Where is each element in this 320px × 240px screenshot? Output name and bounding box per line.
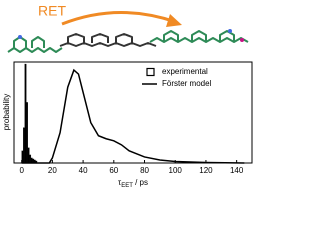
x-label-unit: / ps bbox=[133, 178, 148, 187]
legend-swatch bbox=[146, 67, 155, 77]
histogram-bar bbox=[23, 127, 25, 164]
x-label-symbol: τ bbox=[118, 178, 122, 187]
x-tick-label: 100 bbox=[169, 166, 183, 175]
y-axis-label: probability bbox=[2, 94, 11, 130]
model-curve bbox=[21, 68, 245, 164]
histogram-bar bbox=[26, 102, 28, 164]
x-tick-label: 20 bbox=[48, 166, 57, 175]
x-label-subscript: EET bbox=[121, 183, 133, 189]
x-tick-label: 80 bbox=[140, 166, 149, 175]
x-tick-label: 0 bbox=[19, 166, 24, 175]
x-tick-label: 40 bbox=[79, 166, 88, 175]
histogram-bar bbox=[27, 147, 30, 164]
histogram-bar bbox=[24, 63, 27, 164]
histogram-bar bbox=[30, 157, 33, 164]
x-tick-label: 60 bbox=[109, 166, 118, 175]
legend-label: Förster model bbox=[162, 79, 212, 88]
figure: RET probability τEET / ps 0 20 40 60 80 100 12… bbox=[2, 3, 253, 189]
annotation: RET bbox=[38, 3, 66, 19]
histogram-bar bbox=[21, 150, 24, 164]
x-tick-label: 140 bbox=[230, 166, 244, 175]
plot-frame bbox=[13, 61, 253, 164]
molecule-drawing bbox=[7, 10, 249, 53]
histogram-bar bbox=[29, 154, 32, 164]
x-axis-label: τEET / ps bbox=[118, 178, 148, 188]
x-tick-label: 120 bbox=[199, 166, 213, 175]
legend-label: experimental bbox=[162, 67, 208, 76]
